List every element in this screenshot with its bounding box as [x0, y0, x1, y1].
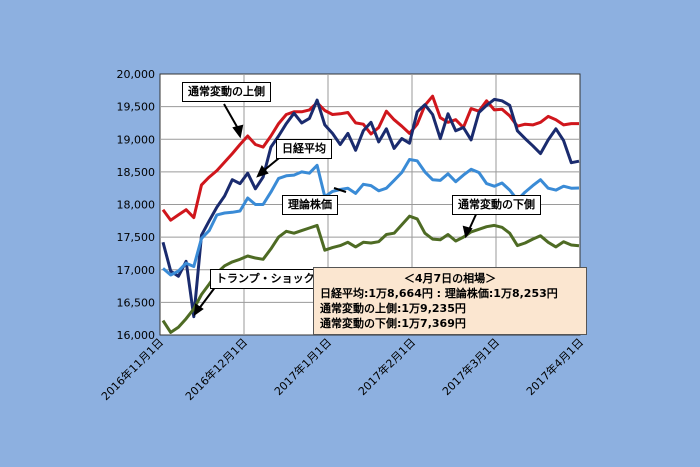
info-line-prices: 日経平均:1万8,664円 : 理論株価:1万8,253円	[320, 287, 558, 300]
y-tick-label: 20,000	[117, 68, 156, 81]
y-tick-label: 18,000	[117, 199, 156, 212]
arrow-theory	[333, 187, 347, 193]
y-tick-label: 17,500	[117, 231, 156, 244]
arrow-upper-head	[232, 124, 244, 139]
y-axis: 20,000 19,500 19,000 18,500 18,000 17,500 17,0…	[117, 68, 156, 342]
info-box: ＜4月7日の相場＞ 日経平均:1万8,664円 : 理論株価:1万8,253円 …	[313, 267, 587, 335]
info-line-lower: 通常変動の下側:1万7,369円	[320, 317, 466, 330]
info-line-upper: 通常変動の上側:1万9,235円	[320, 302, 466, 315]
label-lower-band: 通常変動の下側	[452, 195, 541, 215]
series-lines	[161, 94, 580, 334]
x-tick-label: 2016年12月1日	[182, 335, 250, 403]
info-title: ＜4月7日の相場＞	[403, 272, 497, 285]
arrow-trump-head	[193, 303, 204, 317]
y-tick-label: 16,000	[117, 329, 156, 342]
x-tick-label: 2017年2月1日	[355, 335, 418, 398]
y-tick-label: 19,500	[117, 101, 156, 114]
label-upper-band: 通常変動の上側	[182, 82, 271, 102]
series-line	[161, 97, 580, 319]
x-tick-label: 2016年11月1日	[98, 335, 166, 403]
series-line	[162, 158, 580, 277]
y-tick-label: 16,500	[117, 296, 156, 309]
y-tick-label: 18,500	[117, 166, 156, 179]
arrow-nikkei-head	[256, 165, 269, 178]
x-tick-label: 2017年3月1日	[439, 335, 502, 398]
series-line	[161, 214, 580, 334]
x-tick-label: 2017年4月1日	[523, 335, 586, 398]
series-line	[161, 94, 579, 222]
arrow-trump	[197, 285, 217, 311]
arrow-lower-head	[462, 225, 473, 239]
label-nikkei: 日経平均	[276, 139, 332, 159]
y-tick-label: 19,000	[117, 133, 156, 146]
label-trump-shock: トランプ・ショック	[210, 269, 321, 289]
x-tick-label: 2017年1月1日	[271, 335, 334, 398]
x-axis: 2016年11月1日 2016年12月1日 2017年1月1日 2017年2月1日 20…	[98, 335, 586, 403]
label-theory: 理論株価	[282, 195, 338, 215]
y-tick-label: 17,000	[117, 264, 156, 277]
